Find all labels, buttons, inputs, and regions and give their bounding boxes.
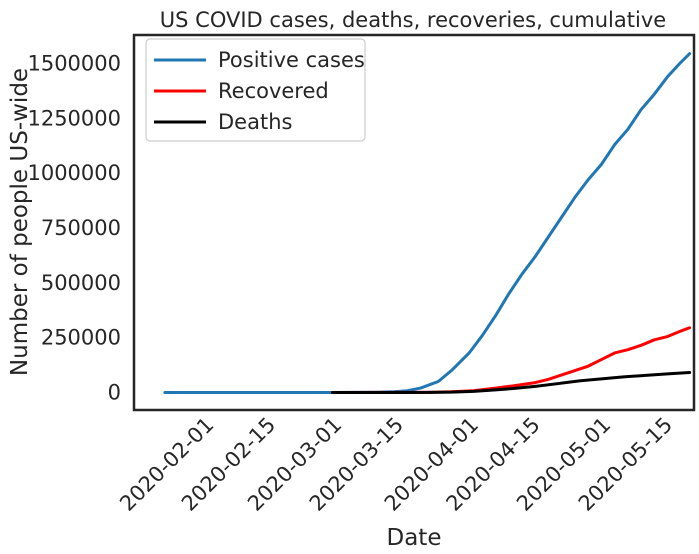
y-axis: 0 250000 500000 750000 1000000 1250000 1500000 xyxy=(27,52,121,405)
legend-label: Positive cases xyxy=(218,48,365,72)
series-line-deaths xyxy=(330,371,692,394)
legend: Positive cases Recovered Deaths xyxy=(145,38,366,142)
y-tick-label: 500000 xyxy=(41,271,121,295)
legend-label: Deaths xyxy=(218,110,292,134)
series-layer xyxy=(163,52,692,394)
x-axis-label: Date xyxy=(387,525,442,551)
y-tick-label: 1500000 xyxy=(27,52,121,76)
y-tick-label: 1000000 xyxy=(27,161,121,185)
chart-title: US COVID cases, deaths, recoveries, cumu… xyxy=(160,8,666,32)
legend-label: Recovered xyxy=(218,79,329,103)
legend-box xyxy=(145,38,366,142)
y-tick-label: 1250000 xyxy=(27,106,121,130)
y-tick-label: 750000 xyxy=(41,216,121,240)
y-tick-label: 0 xyxy=(108,380,121,404)
y-tick-label: 250000 xyxy=(41,326,121,350)
plot-frame xyxy=(132,33,696,412)
y-axis-label: Number of people US-wide xyxy=(7,68,33,376)
